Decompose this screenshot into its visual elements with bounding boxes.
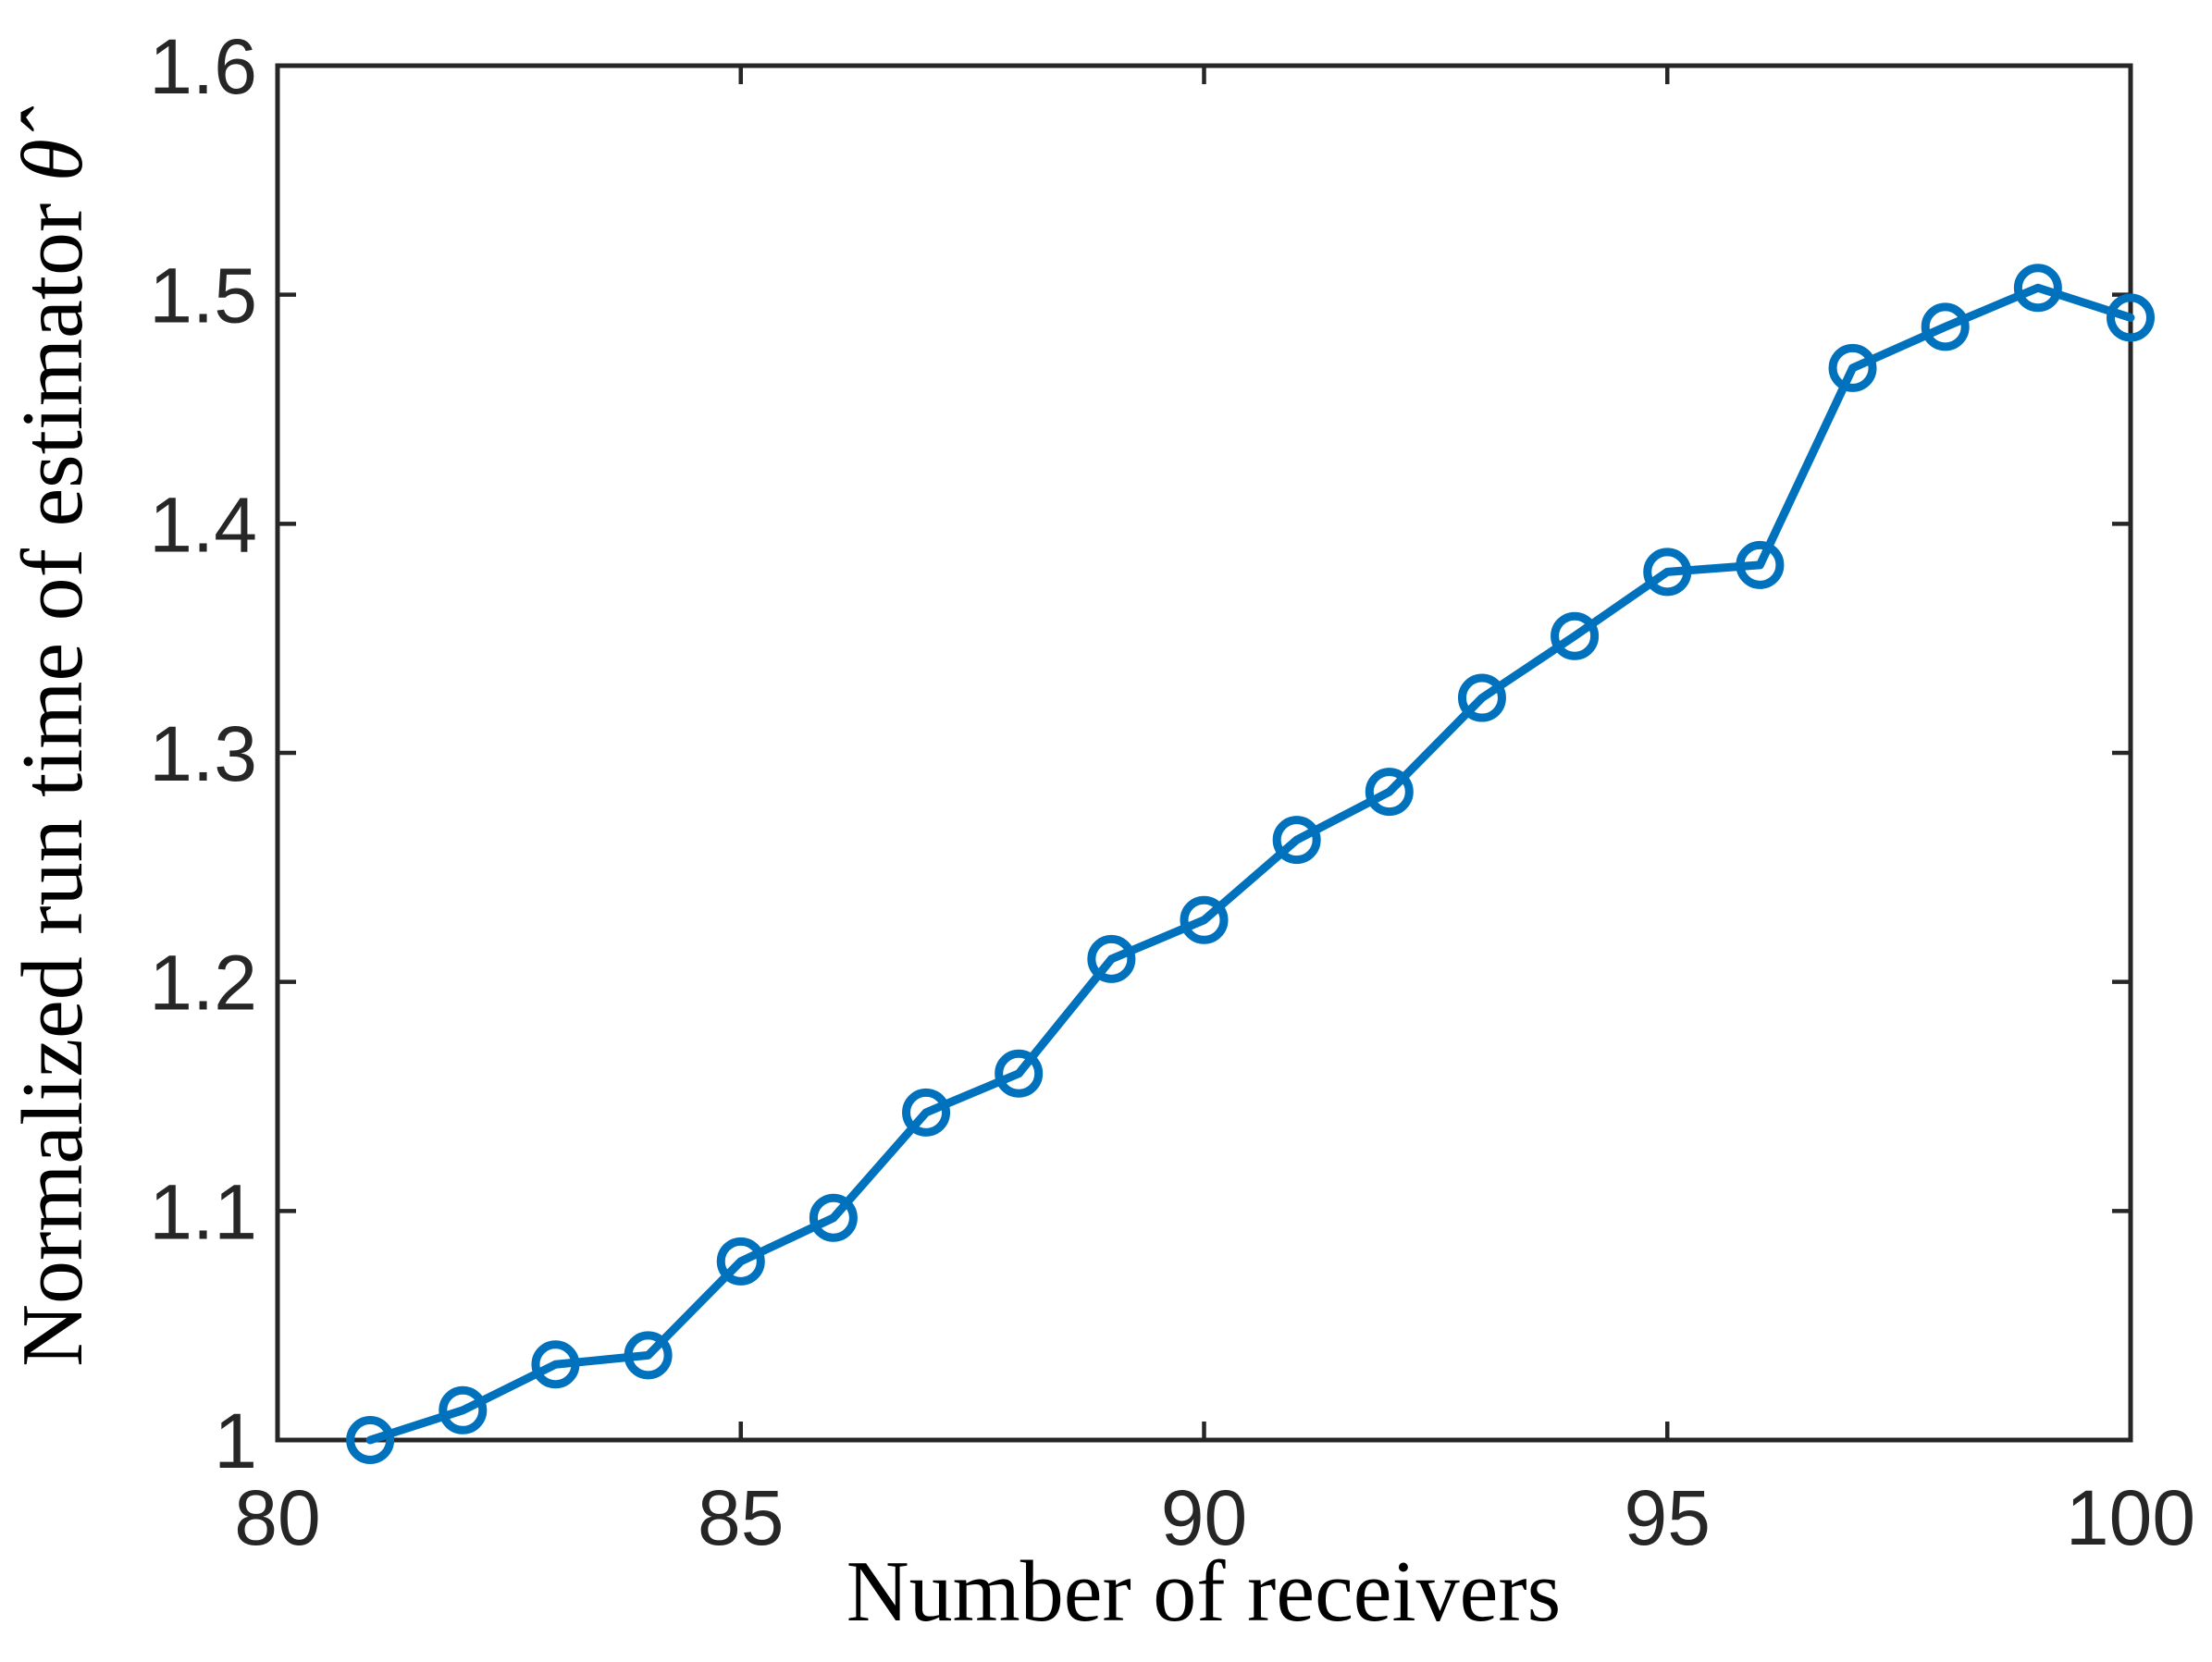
data-point-marker: [716, 1237, 765, 1286]
data-point-marker: [1551, 611, 1600, 660]
y-tick-label: 1: [214, 1397, 257, 1484]
y-tick-label: 1.6: [149, 23, 257, 110]
data-point-marker: [2013, 264, 2062, 313]
data-point-marker: [1272, 816, 1321, 865]
y-tick-label: 1.3: [149, 710, 257, 797]
y-axis-tick-labels: 1 1.1 1.2 1.3 1.4 1.5 1.6: [149, 23, 257, 1484]
data-point-marker: [2107, 293, 2155, 342]
y-axis-label: Normalized run time of estimator θ̂: [5, 105, 101, 1367]
data-point-marker: [1087, 934, 1136, 983]
data-point-marker: [1736, 540, 1785, 589]
data-point-marker: [1457, 673, 1506, 722]
x-tick-label: 100: [2066, 1474, 2195, 1561]
x-tick-label: 95: [1625, 1474, 1711, 1561]
y-tick-label: 1.2: [149, 940, 257, 1027]
y-axis-ticks: [278, 63, 2131, 1443]
data-point-marker: [624, 1331, 673, 1380]
data-series-line: [365, 283, 2135, 1445]
x-axis-ticks: [275, 66, 2133, 1440]
theta-hat-symbol: θ̂: [5, 105, 101, 181]
y-tick-label: 1.4: [149, 481, 257, 568]
x-tick-label: 85: [698, 1474, 784, 1561]
x-axis-tick-labels: 80 85 90 95 100: [234, 1474, 2195, 1561]
data-point-marker: [439, 1385, 488, 1434]
data-point-marker: [346, 1416, 395, 1464]
data-point-marker: [995, 1049, 1044, 1098]
data-point-marker: [1921, 302, 1970, 351]
data-point-marker: [1643, 548, 1692, 597]
data-point-marker: [1828, 343, 1877, 392]
y-tick-label: 1.1: [149, 1168, 257, 1255]
y-tick-label: 1.5: [149, 252, 257, 339]
x-tick-label: 80: [234, 1474, 320, 1561]
data-point-marker: [902, 1088, 951, 1137]
plot-frame: [275, 63, 2133, 1443]
y-axis-label-text: Normalized run time of estimator: [5, 181, 101, 1367]
x-tick-label: 90: [1161, 1474, 1247, 1561]
x-axis-label: Number of receivers: [846, 1544, 1562, 1640]
data-series-group: [346, 264, 2155, 1464]
data-point-marker: [531, 1340, 580, 1389]
data-point-marker: [809, 1193, 858, 1242]
data-point-marker: [1365, 768, 1414, 817]
data-point-marker: [1180, 895, 1229, 944]
